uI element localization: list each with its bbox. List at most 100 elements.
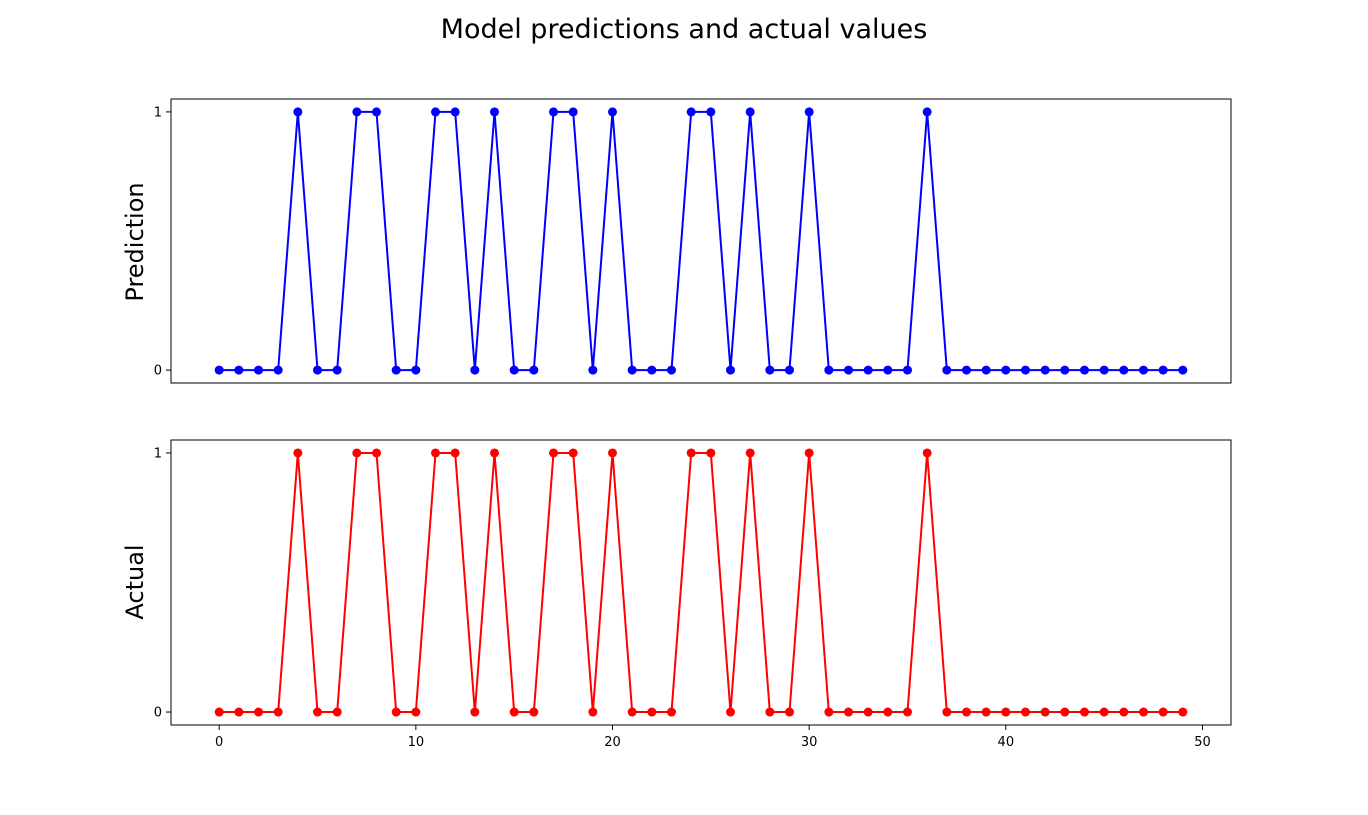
actual-point-8	[372, 448, 382, 458]
prediction-panel: Prediction 01	[121, 98, 1232, 384]
actual-point-12	[450, 448, 460, 458]
actual-point-27	[745, 448, 755, 458]
prediction-point-34	[883, 365, 893, 375]
actual-point-40	[1001, 707, 1011, 717]
actual-point-20	[608, 448, 617, 458]
prediction-point-19	[588, 365, 598, 375]
actual-point-4	[293, 448, 303, 458]
actual-point-3	[273, 707, 283, 717]
actual-y-label: Actual	[121, 544, 149, 619]
actual-point-17	[549, 448, 558, 458]
actual-series-line	[219, 451, 1183, 714]
actual-point-25	[706, 448, 716, 458]
actual-point-46	[1119, 707, 1129, 717]
actual-plot-area: 010 10 20 30 40 50	[154, 439, 1232, 750]
prediction-point-32	[844, 365, 853, 375]
actual-point-26	[726, 707, 735, 717]
prediction-point-12	[450, 107, 460, 117]
actual-point-33	[863, 707, 873, 717]
actual-point-23	[667, 707, 676, 717]
actual-point-48	[1158, 707, 1168, 717]
prediction-point-24	[686, 107, 696, 117]
prediction-point-13	[470, 365, 480, 375]
prediction-point-5	[313, 365, 323, 375]
prediction-point-17	[549, 107, 558, 117]
actual-point-21	[627, 707, 637, 717]
actual-xtick-label-0: 0	[215, 735, 223, 750]
actual-point-16	[529, 707, 539, 717]
actual-point-38	[961, 707, 971, 717]
prediction-y-label: Prediction	[121, 182, 149, 301]
actual-point-41	[1020, 707, 1030, 717]
prediction-point-4	[293, 107, 303, 117]
prediction-series-line	[219, 110, 1183, 372]
prediction-point-38	[961, 365, 971, 375]
actual-axes-frame	[170, 439, 1232, 726]
prediction-point-16	[529, 365, 539, 375]
actual-point-30	[804, 448, 814, 458]
prediction-point-7	[352, 107, 362, 117]
actual-point-0	[214, 707, 224, 717]
prediction-point-42	[1040, 365, 1050, 375]
prediction-point-1	[234, 365, 244, 375]
prediction-plot-area: 01	[154, 98, 1232, 384]
actual-point-42	[1040, 707, 1050, 717]
prediction-point-30	[804, 107, 814, 117]
prediction-ytick-label-0: 0	[154, 364, 162, 379]
actual-point-1	[234, 707, 244, 717]
actual-xtick-label-30: 30	[801, 735, 818, 750]
actual-point-10	[411, 707, 421, 717]
actual-point-44	[1079, 707, 1089, 717]
prediction-point-6	[332, 365, 342, 375]
actual-point-34	[883, 707, 893, 717]
prediction-point-21	[627, 365, 637, 375]
actual-point-13	[470, 707, 480, 717]
prediction-point-33	[863, 365, 873, 375]
actual-point-19	[588, 707, 598, 717]
actual-xtick-label-50: 50	[1194, 735, 1211, 750]
actual-point-6	[332, 707, 342, 717]
actual-point-37	[942, 707, 952, 717]
chart-title: Model predictions and actual values	[441, 14, 928, 45]
prediction-point-8	[372, 107, 382, 117]
prediction-axes-frame	[170, 98, 1232, 384]
actual-point-11	[431, 448, 441, 458]
prediction-point-0	[214, 365, 224, 375]
prediction-point-29	[785, 365, 794, 375]
prediction-point-45	[1099, 365, 1109, 375]
prediction-point-37	[942, 365, 952, 375]
prediction-ytick-label-1: 1	[154, 105, 162, 120]
actual-point-47	[1138, 707, 1148, 717]
prediction-point-9	[391, 365, 401, 375]
actual-point-5	[313, 707, 323, 717]
prediction-point-25	[706, 107, 716, 117]
prediction-point-49	[1178, 365, 1188, 375]
actual-point-49	[1178, 707, 1188, 717]
prediction-point-14	[490, 107, 500, 117]
actual-xtick-label-20: 20	[604, 735, 621, 750]
actual-point-31	[824, 707, 834, 717]
actual-point-35	[902, 707, 912, 717]
prediction-point-22	[647, 365, 657, 375]
actual-point-14	[490, 448, 500, 458]
prediction-point-23	[667, 365, 676, 375]
actual-point-24	[686, 448, 696, 458]
actual-point-43	[1060, 707, 1070, 717]
prediction-point-20	[608, 107, 617, 117]
actual-point-22	[647, 707, 657, 717]
actual-point-28	[765, 707, 775, 717]
actual-xtick-label-10: 10	[408, 735, 425, 750]
prediction-point-46	[1119, 365, 1129, 375]
prediction-point-28	[765, 365, 775, 375]
actual-point-29	[785, 707, 794, 717]
prediction-point-18	[568, 107, 578, 117]
prediction-point-40	[1001, 365, 1011, 375]
prediction-point-39	[981, 365, 991, 375]
prediction-point-27	[745, 107, 755, 117]
actual-point-7	[352, 448, 362, 458]
prediction-point-26	[726, 365, 735, 375]
prediction-point-44	[1079, 365, 1089, 375]
actual-panel: Actual 010 10 20 30 40 50	[121, 439, 1232, 750]
prediction-point-47	[1138, 365, 1148, 375]
